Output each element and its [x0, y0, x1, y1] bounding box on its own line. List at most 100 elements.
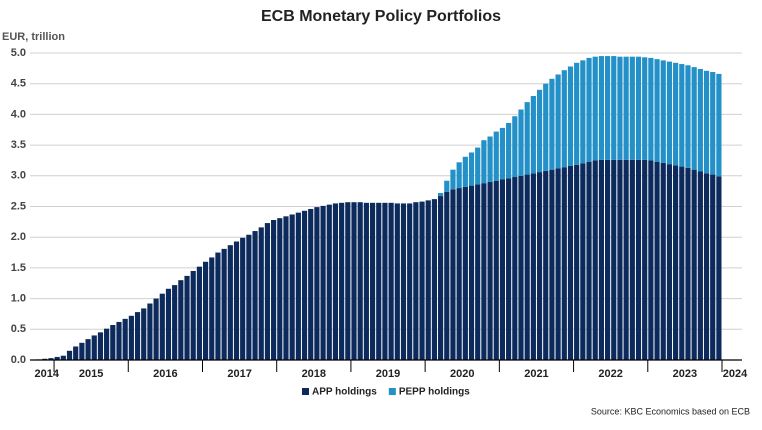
- bar: [697, 68, 703, 172]
- bar: [685, 167, 691, 360]
- bar: [227, 245, 233, 360]
- bar: [524, 174, 530, 360]
- y-tick-label: 4.5: [11, 78, 26, 90]
- x-tick-label: 2023: [673, 368, 697, 380]
- bar: [246, 234, 252, 360]
- y-tick-label: 4.0: [11, 108, 26, 120]
- bar: [190, 270, 196, 360]
- y-tick-label: 1.5: [11, 262, 26, 274]
- bar: [159, 293, 165, 360]
- bar: [444, 191, 450, 360]
- bar: [555, 74, 561, 169]
- bar: [407, 203, 413, 360]
- bar: [456, 188, 462, 360]
- bar: [561, 167, 567, 360]
- bar: [456, 162, 462, 189]
- bar: [685, 65, 691, 168]
- bar: [536, 89, 543, 173]
- bar: [116, 321, 122, 360]
- bar: [66, 350, 73, 360]
- bar: [567, 66, 574, 166]
- y-tick-label: 3.5: [11, 139, 26, 151]
- bar: [382, 202, 388, 360]
- bar: [629, 56, 635, 160]
- x-tick-label: 2017: [227, 368, 251, 380]
- y-tick-label: 3.0: [11, 170, 26, 182]
- bar: [351, 202, 357, 360]
- bar: [221, 248, 227, 360]
- bar: [357, 202, 363, 360]
- bar: [110, 325, 116, 360]
- bar: [592, 160, 598, 360]
- bar: [345, 202, 351, 360]
- bar: [450, 169, 456, 190]
- bar: [326, 204, 332, 360]
- bar: [580, 60, 586, 164]
- bar: [691, 67, 697, 170]
- bar: [147, 303, 153, 360]
- bar: [518, 109, 524, 176]
- y-tick-label: 2.5: [11, 200, 26, 212]
- bar: [673, 62, 679, 166]
- bar: [697, 171, 703, 360]
- x-tick-label: 2022: [598, 368, 622, 380]
- bar: [604, 159, 611, 360]
- bar: [536, 172, 543, 360]
- bar: [419, 201, 425, 360]
- bar: [679, 166, 685, 360]
- bar: [258, 227, 264, 360]
- bar: [574, 62, 580, 165]
- bar: [444, 180, 450, 192]
- x-tick-label: 2018: [302, 368, 326, 380]
- y-tick-label: 1.0: [11, 293, 26, 305]
- bar: [673, 165, 679, 360]
- bar: [648, 57, 654, 161]
- bar: [73, 346, 79, 360]
- bar: [431, 199, 438, 360]
- y-tick-label: 0.5: [11, 323, 26, 335]
- bar: [320, 205, 326, 360]
- bar: [604, 56, 611, 160]
- legend-swatch: [302, 388, 309, 395]
- x-tick-label: 2020: [450, 368, 474, 380]
- bar: [710, 72, 716, 175]
- bar: [202, 261, 209, 360]
- bar: [703, 70, 710, 174]
- bar: [215, 252, 221, 360]
- bar: [499, 179, 506, 360]
- bar: [666, 61, 673, 165]
- bar: [122, 318, 128, 360]
- bar: [679, 64, 685, 167]
- bar: [629, 159, 635, 360]
- bar: [425, 200, 431, 360]
- bar: [301, 210, 308, 360]
- bar: [134, 312, 141, 360]
- bar: [611, 56, 617, 160]
- bar: [574, 164, 580, 360]
- bar: [289, 214, 295, 360]
- bar: [128, 315, 134, 360]
- bar: [240, 237, 246, 360]
- bar: [654, 161, 660, 360]
- x-tick-label: 2024: [723, 368, 748, 380]
- bar: [691, 169, 697, 360]
- bar: [512, 116, 518, 178]
- bar: [716, 176, 722, 360]
- bar: [468, 185, 475, 360]
- y-tick-label: 2.0: [11, 231, 26, 243]
- bar: [635, 56, 642, 160]
- bar: [481, 140, 487, 184]
- bar: [530, 95, 536, 174]
- bar: [475, 147, 481, 185]
- x-tick-label: 2019: [376, 368, 400, 380]
- bar: [642, 57, 648, 160]
- bar: [376, 202, 382, 360]
- bar: [518, 175, 524, 360]
- bar: [165, 288, 172, 360]
- y-axis-label: EUR, trillion: [2, 31, 65, 43]
- bar: [60, 355, 66, 360]
- bar: [660, 162, 666, 360]
- bar: [438, 192, 444, 197]
- bar: [332, 203, 339, 360]
